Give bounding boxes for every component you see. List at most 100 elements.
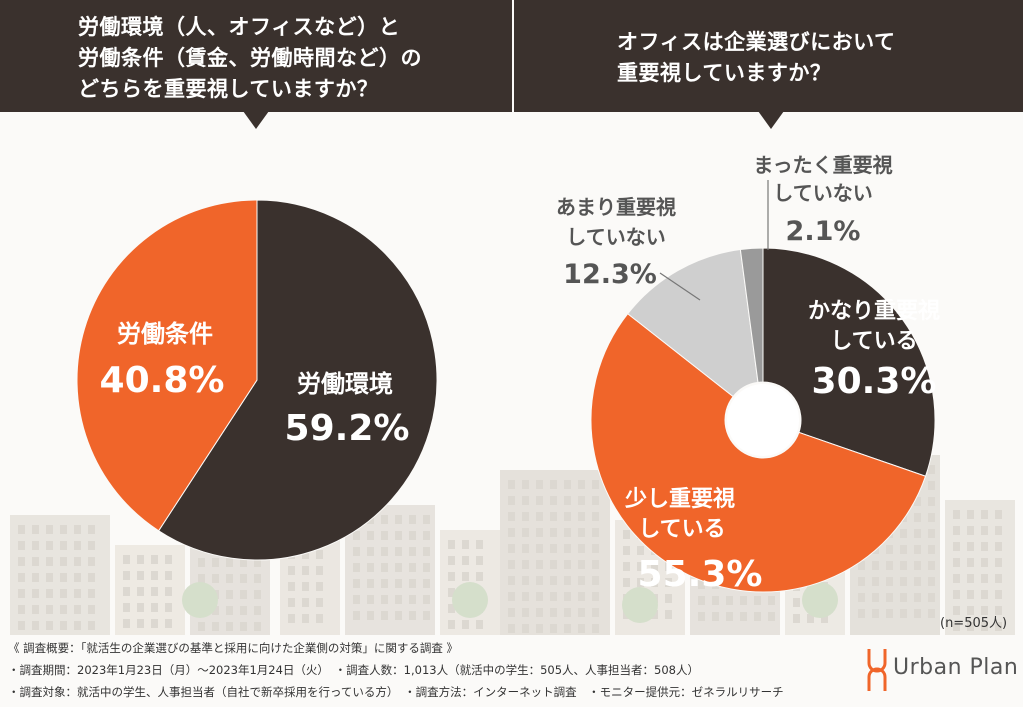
building-window <box>165 603 172 612</box>
building-window <box>240 574 247 583</box>
tree <box>452 582 488 618</box>
building-window <box>395 531 402 540</box>
slice-value: 2.1% <box>786 216 861 247</box>
building-window <box>928 497 935 506</box>
slice-name: している <box>830 329 917 354</box>
slice-value: 30.3% <box>812 361 937 402</box>
building-window <box>928 545 935 554</box>
building-window <box>712 596 719 605</box>
building-window <box>367 547 374 556</box>
footer-line: ・調査期間：2023年1月23日（月）〜2023年1月24日（火） ・調査人数：… <box>8 663 699 677</box>
building-window <box>395 595 402 604</box>
building-window <box>137 587 144 596</box>
building-window <box>381 563 388 572</box>
building-window <box>316 550 323 559</box>
building-window <box>858 609 865 618</box>
leader-line <box>659 272 701 301</box>
building-window <box>522 560 529 569</box>
building-window <box>423 563 430 572</box>
building-window <box>409 531 416 540</box>
building-window <box>60 589 67 598</box>
building-window <box>226 590 233 599</box>
building-window <box>981 526 988 535</box>
building-window <box>953 590 960 599</box>
footer-line: ・調査対象：就活中の学生、人事担当者（自社で新卒採用を行っている方） ・調査方法… <box>8 685 784 699</box>
building-window <box>522 528 529 537</box>
building-window <box>651 578 658 587</box>
tree <box>622 587 658 623</box>
building-window <box>123 555 130 564</box>
building-window <box>928 609 935 618</box>
building-window <box>60 525 67 534</box>
building-window <box>476 620 483 629</box>
building-window <box>564 608 571 617</box>
slice-name: 労働環境 <box>297 370 393 398</box>
building-window <box>886 577 893 586</box>
building-window <box>88 541 95 550</box>
building-window <box>592 592 599 601</box>
tree <box>802 582 838 618</box>
building-window <box>995 606 1002 615</box>
building-window <box>32 621 39 630</box>
right-question-line: オフィスは企業選びにおいて <box>617 30 896 54</box>
building-window <box>32 605 39 614</box>
right-question-text: オフィスは企業選びにおいて 重要視していますか？ <box>617 27 895 89</box>
building-window <box>381 579 388 588</box>
building-window <box>578 624 585 633</box>
building-window <box>254 606 261 615</box>
slice-value: 12.3% <box>563 259 657 290</box>
building-window <box>476 556 483 565</box>
building-window <box>807 614 814 623</box>
building-window <box>522 576 529 585</box>
pie-slice <box>739 247 764 383</box>
logo-name: Urban Plan <box>893 655 1019 680</box>
building-window <box>88 557 95 566</box>
pie-slice <box>627 248 759 398</box>
slice-value: 59.2% <box>285 408 410 449</box>
building-window <box>564 592 571 601</box>
slice-name: あまり重要視 <box>556 195 676 219</box>
building-window <box>254 558 261 567</box>
building-window <box>353 579 360 588</box>
building-window <box>665 594 672 603</box>
building-window <box>928 561 935 570</box>
building-window <box>32 541 39 550</box>
building-window <box>508 496 515 505</box>
building-window <box>60 541 67 550</box>
tree <box>182 582 218 618</box>
building-window <box>151 571 158 580</box>
building-window <box>550 496 557 505</box>
building-window <box>409 611 416 620</box>
building-window <box>578 480 585 489</box>
building-window <box>18 589 25 598</box>
building-window <box>900 545 907 554</box>
building-window <box>550 560 557 569</box>
building-window <box>793 614 800 623</box>
building-window <box>928 481 935 490</box>
building-window <box>123 603 130 612</box>
left-question-line: 労働条件（賃金、労働時間など）の <box>78 46 422 70</box>
building-window <box>967 590 974 599</box>
building-window <box>967 558 974 567</box>
building-window <box>651 562 658 571</box>
building-window <box>928 465 935 474</box>
building-window <box>88 573 95 582</box>
building-window <box>381 547 388 556</box>
building-window <box>508 528 515 537</box>
building-window <box>508 624 515 633</box>
building-window <box>578 496 585 505</box>
building-window <box>768 612 775 621</box>
building-window <box>592 576 599 585</box>
building-window <box>508 576 515 585</box>
building-window <box>448 556 455 565</box>
slice-name: かなり重要視 <box>808 299 940 324</box>
building-window <box>367 563 374 572</box>
building-window <box>578 544 585 553</box>
building-window <box>928 513 935 522</box>
building-window <box>536 624 543 633</box>
building-window <box>353 547 360 556</box>
building-window <box>353 563 360 572</box>
building-window <box>886 593 893 602</box>
building-window <box>240 590 247 599</box>
building-window <box>46 621 53 630</box>
